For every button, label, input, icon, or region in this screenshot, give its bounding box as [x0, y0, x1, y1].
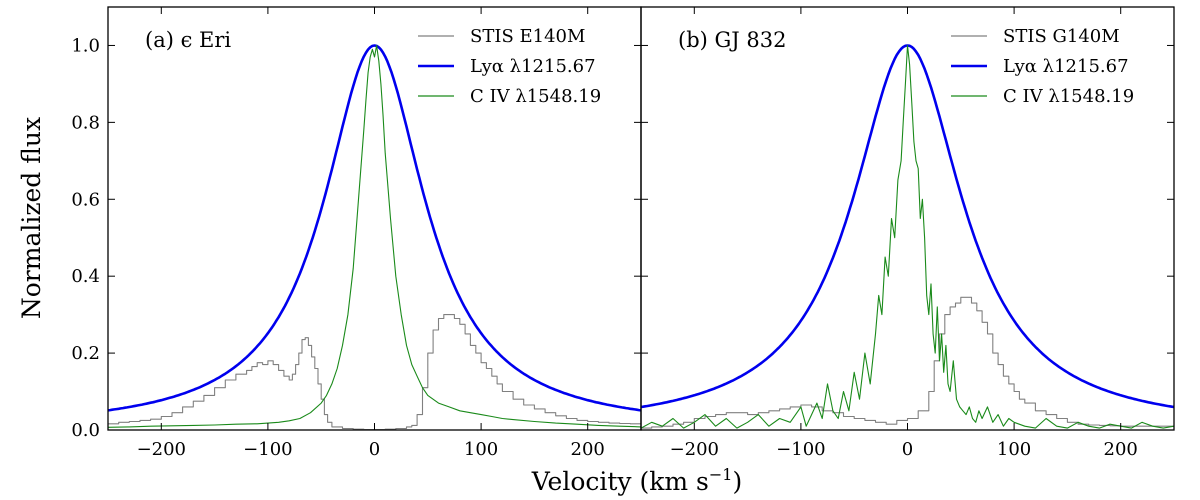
panel-a-series-stis-line [108, 314, 641, 430]
x-axis-title-main: Velocity (km s [531, 467, 709, 496]
panel-a-y-tick-label: 0.0 [71, 420, 100, 441]
panel-a-ticks: −200 −100 0 100 200 0.0 0.2 0.4 0.6 0.8 1.0 [71, 7, 641, 460]
panel-b: −200 −100 0 100 200 (b) GJ 832 STIS G140M Lyα… [640, 6, 1175, 460]
panel-a-series-c-line [108, 44, 641, 428]
panel-a-legend-label: Lyα λ1215.67 [470, 56, 596, 77]
panel-b-legend-label: C IV λ1548.19 [1003, 86, 1134, 107]
panel-a-x-tick-label: −100 [243, 439, 292, 460]
panel-a-legend: STIS E140M Lyα λ1215.67 C IV λ1548.19 [418, 26, 601, 107]
panel-b-legend-label: STIS G140M [1003, 26, 1120, 47]
panel-b-legend-label: Lyα λ1215.67 [1003, 56, 1129, 77]
panel-a-x-tick-label: 0 [369, 439, 380, 460]
panel-b-x-tick-label: −200 [670, 439, 719, 460]
panel-a-legend-label: STIS E140M [470, 26, 585, 47]
panel-a-series [108, 44, 641, 430]
panel-a-x-tick-label: 200 [571, 439, 605, 460]
panel-a-y-tick-label: 0.8 [71, 112, 100, 133]
panel-b-series-c-line [641, 44, 1174, 429]
panel-a-x-tick-label: −200 [137, 439, 186, 460]
panel-a-label: (a) ϵ Eri [145, 28, 231, 52]
panel-a-y-tick-label: 1.0 [71, 35, 100, 56]
panel-a-y-tick-label: 0.2 [71, 343, 100, 364]
panel-a-y-tick-label: 0.4 [71, 266, 100, 287]
panel-b-ticks: −200 −100 0 100 200 [641, 7, 1174, 460]
panel-b-x-tick-label: 100 [997, 439, 1031, 460]
panel-b-x-tick-label: 0 [902, 439, 913, 460]
panel-b-series [641, 44, 1174, 429]
x-axis-title-superscript: −1 [709, 465, 733, 484]
x-axis-title: Velocity (km s−1) [531, 465, 742, 496]
panel-a-legend-label: C IV λ1548.19 [470, 86, 601, 107]
panel-b-label: (b) GJ 832 [678, 28, 786, 52]
panel-b-series-stis-line [641, 296, 1174, 429]
panel-a: −200 −100 0 100 200 0.0 0.2 0.4 0.6 0.8 1.0 (a) ϵ … [71, 6, 642, 460]
panel-a-x-tick-label: 100 [464, 439, 498, 460]
panel-b-x-tick-label: −100 [776, 439, 825, 460]
panel-a-y-tick-label: 0.6 [71, 189, 100, 210]
panel-a-series-ly-line [108, 44, 641, 412]
x-axis-title-end: ) [732, 467, 742, 496]
panel-b-legend: STIS G140M Lyα λ1215.67 C IV λ1548.19 [951, 26, 1134, 107]
panel-b-x-tick-label: 200 [1104, 439, 1138, 460]
y-axis-title: Normalized flux [17, 117, 46, 319]
